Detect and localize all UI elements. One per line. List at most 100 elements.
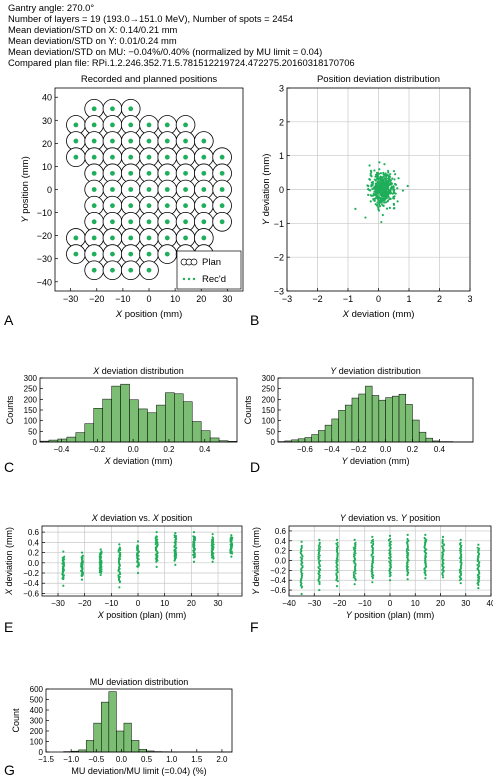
deviation-point xyxy=(300,544,303,547)
x-tick-label: −1.0 xyxy=(63,755,79,764)
legend-box xyxy=(176,250,242,290)
histogram-bar xyxy=(412,419,420,443)
deviation-point xyxy=(317,549,320,552)
deviation-point xyxy=(136,544,139,547)
x-tick-label: 10 xyxy=(160,599,169,608)
deviation-point xyxy=(378,168,381,171)
deviation-point xyxy=(383,190,386,193)
recorded-spot xyxy=(164,235,170,241)
deviation-point xyxy=(394,183,398,186)
outlier-point xyxy=(99,548,102,551)
deviation-point xyxy=(384,198,387,201)
deviation-point xyxy=(317,566,320,569)
deviation-point xyxy=(380,220,383,224)
deviation-point xyxy=(383,188,386,191)
deviation-point xyxy=(442,558,445,561)
outlier-point xyxy=(477,587,480,590)
y-tick-label: 300 xyxy=(30,717,44,726)
legend-plan-marker xyxy=(190,258,198,266)
deviation-point xyxy=(352,546,355,549)
legend-recd-marker xyxy=(192,277,196,281)
deviation-point xyxy=(118,546,121,549)
x-tick-label: 2 xyxy=(437,294,442,304)
deviation-point xyxy=(401,189,405,192)
x-tick-label: 0.5 xyxy=(141,755,153,764)
outlier-point xyxy=(174,563,177,566)
deviation-point xyxy=(100,570,103,573)
y-tick-label: −2 xyxy=(274,253,284,263)
y-tick-label: 150 xyxy=(262,406,276,415)
recorded-spot xyxy=(110,122,115,128)
deviation-point xyxy=(368,164,371,167)
deviation-point xyxy=(354,547,357,550)
chart-title: Y deviation vs. Y position xyxy=(340,513,441,523)
histogram-bar xyxy=(165,392,175,443)
chart-title: Y deviation distribution xyxy=(330,366,421,376)
deviation-point xyxy=(377,206,380,209)
y-tick-label: 10 xyxy=(42,162,52,172)
outlier-point xyxy=(62,584,65,587)
recorded-spot xyxy=(91,267,97,273)
x-axis-label: X position (mm) xyxy=(115,309,183,320)
deviation-point xyxy=(383,201,386,204)
recorded-spot xyxy=(164,154,170,160)
recorded-spot xyxy=(91,251,97,257)
outlier-point xyxy=(155,531,158,534)
y-tick-label: −20 xyxy=(37,231,52,241)
recorded-spot xyxy=(164,203,170,209)
deviation-point xyxy=(336,541,339,544)
histogram-bar xyxy=(116,730,125,753)
x-tick-label: 1.0 xyxy=(166,755,178,764)
x-tick-label: 0.4 xyxy=(199,445,211,454)
histogram-bar xyxy=(84,423,94,443)
x-tick-label: 0.0 xyxy=(116,755,128,764)
histogram-bar xyxy=(297,438,306,443)
deviation-point xyxy=(389,537,392,540)
deviation-point xyxy=(156,538,159,541)
recorded-spot xyxy=(128,235,134,241)
deviation-point xyxy=(379,179,382,182)
deviation-point xyxy=(372,192,375,195)
recorded-spot xyxy=(219,170,225,176)
deviation-point xyxy=(192,535,195,538)
recorded-spot xyxy=(146,267,152,273)
deviation-point xyxy=(376,195,379,198)
deviation-point xyxy=(388,191,392,195)
histogram-bar xyxy=(93,408,103,443)
histogram-bar xyxy=(318,430,326,443)
x-tick-label: 1 xyxy=(406,294,411,304)
outlier-point xyxy=(300,540,303,543)
x-tick-label: −0.5 xyxy=(88,755,104,764)
recorded-spot xyxy=(128,106,134,112)
y-tick-label: 0.0 xyxy=(28,559,40,568)
y-tick-label: −0.2 xyxy=(270,566,286,575)
deviation-point xyxy=(442,569,445,572)
deviation-point xyxy=(385,179,389,182)
deviation-point xyxy=(397,177,400,180)
deviation-point xyxy=(441,551,444,554)
y-tick-label: 150 xyxy=(24,406,38,415)
y-tick-label: 100 xyxy=(30,738,44,747)
deviation-point xyxy=(393,178,396,181)
recorded-spot xyxy=(183,122,188,128)
x-tick-label: −3 xyxy=(282,294,292,304)
deviation-point xyxy=(317,555,320,558)
recorded-spot xyxy=(201,138,207,144)
histogram-bar xyxy=(324,424,333,443)
recorded-spot xyxy=(146,154,152,160)
deviation-point xyxy=(478,561,481,564)
chart-title: MU deviation distribution xyxy=(90,677,189,687)
x-tick-label: 10 xyxy=(170,294,180,304)
recorded-spot xyxy=(128,251,134,257)
y-tick-label: 0.2 xyxy=(28,549,40,558)
deviation-point xyxy=(389,189,392,193)
histogram-bar xyxy=(209,437,220,443)
histogram-bar xyxy=(365,385,373,443)
y-tick-label: −0.4 xyxy=(23,579,39,588)
y-axis-label: Y position (mm) xyxy=(20,156,31,223)
deviation-point xyxy=(388,177,391,181)
outlier-point xyxy=(424,577,427,580)
deviation-point xyxy=(392,185,395,188)
panel-label: D xyxy=(250,459,260,475)
